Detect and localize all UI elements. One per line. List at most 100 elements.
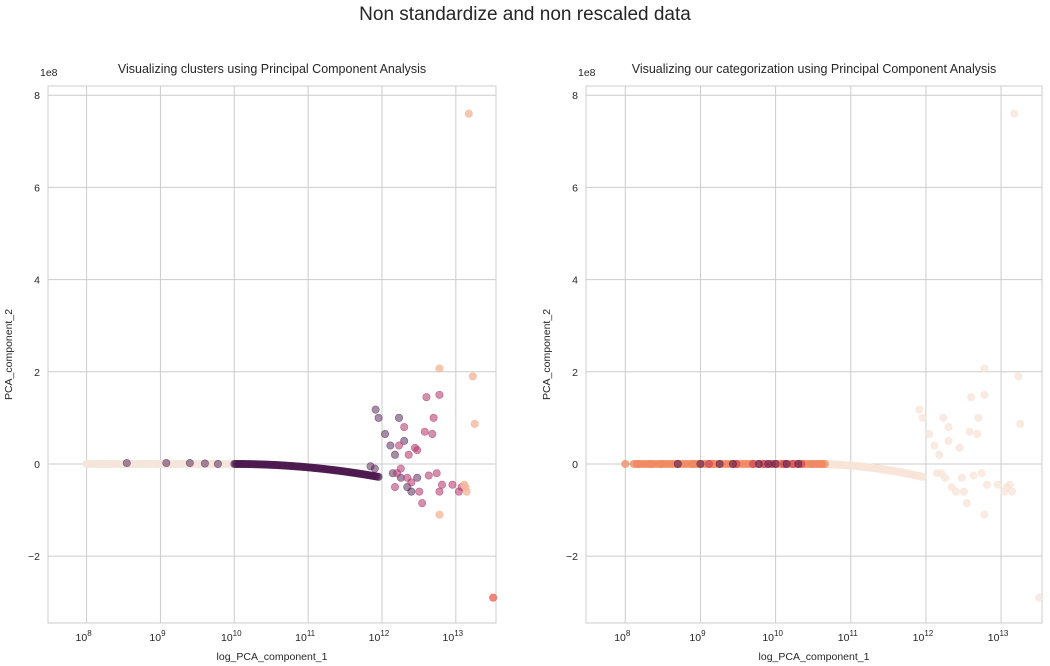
data-point [95,459,104,468]
y-tick-label: 4 [34,275,40,287]
data-point [435,510,444,519]
x-tick-label: 1013 [988,629,1009,644]
data-point [374,472,383,481]
data-point [728,459,737,468]
y-axis-label: PCA_component_2 [541,309,553,400]
y-tick-label: 2 [572,367,578,379]
data-point [415,487,424,496]
data-point [432,469,441,478]
data-point [634,459,643,468]
data-point [647,459,656,468]
data-point [794,459,803,468]
y-tick-label: 6 [34,182,40,194]
data-point [137,459,146,468]
data-point [967,393,976,402]
data-point [962,499,971,508]
data-point [394,441,403,450]
data-point [1035,593,1044,602]
data-point [771,459,780,468]
data-point [424,471,433,480]
data-point [413,473,422,482]
y-offset-label: 1e8 [40,67,58,79]
data-point [448,480,457,489]
data-point [213,459,222,468]
data-point [428,430,437,439]
data-point [171,459,180,468]
data-point [153,459,162,468]
data-point [107,459,116,468]
data-point [435,487,444,496]
data-point [390,483,399,492]
data-point [461,483,470,492]
x-tick-label: 108 [76,629,93,644]
x-tick-label: 1010 [221,629,242,644]
plot-frame [47,85,497,624]
data-point [422,393,431,402]
x-tick-label: 1012 [913,629,934,644]
data-point [162,459,171,468]
data-point [435,390,444,399]
y-tick-label: 2 [34,367,40,379]
y-tick-label: 8 [34,90,40,102]
data-point [937,469,946,478]
data-point [935,450,944,459]
data-point [930,441,939,450]
data-point [969,471,978,480]
y-tick-label: −2 [566,551,578,563]
data-point [918,472,927,481]
data-point [621,459,630,468]
data-point [754,459,763,468]
data-point [951,487,960,496]
figure-suptitle: Non standardize and non rescaled data [359,4,691,25]
data-point [673,459,682,468]
y-axis-label: PCA_component_2 [3,309,15,400]
data-point [944,436,953,445]
x-tick-label: 1013 [443,629,464,644]
y-tick-label: 0 [34,459,40,471]
data-point [435,364,444,373]
data-point [407,478,416,487]
data-point [489,593,498,602]
data-point [782,459,791,468]
data-point [400,436,409,445]
plot-frame [585,85,1043,624]
data-point [973,430,982,439]
data-point [657,459,666,468]
data-point [1005,480,1014,489]
data-point [429,413,438,422]
data-point [965,427,974,436]
data-point [470,419,479,428]
data-point [404,450,413,459]
data-point [705,459,714,468]
data-point [977,469,986,478]
x-tick-label: 109 [689,629,706,644]
data-point [980,364,989,373]
points-layer [621,109,1044,602]
data-point [390,450,399,459]
data-point [418,499,427,508]
data-point [959,487,968,496]
x-tick-label: 1011 [838,629,859,644]
data-point [420,427,429,436]
data-point [200,459,209,468]
x-axis-label: log_PCA_component_1 [217,651,328,663]
data-point [386,441,395,450]
data-point [185,459,194,468]
data-point [974,413,983,422]
data-point [374,413,383,422]
y-tick-label: 6 [572,182,578,194]
data-point [1016,419,1025,428]
data-point [400,423,409,432]
data-point [178,459,187,468]
data-point [381,430,390,439]
data-point [939,413,948,422]
data-point [764,459,773,468]
x-tick-label: 1011 [295,629,316,644]
data-point [371,405,380,414]
data-point [396,464,405,473]
data-point [122,459,131,468]
x-tick-label: 1010 [762,629,783,644]
data-point [993,480,1002,489]
